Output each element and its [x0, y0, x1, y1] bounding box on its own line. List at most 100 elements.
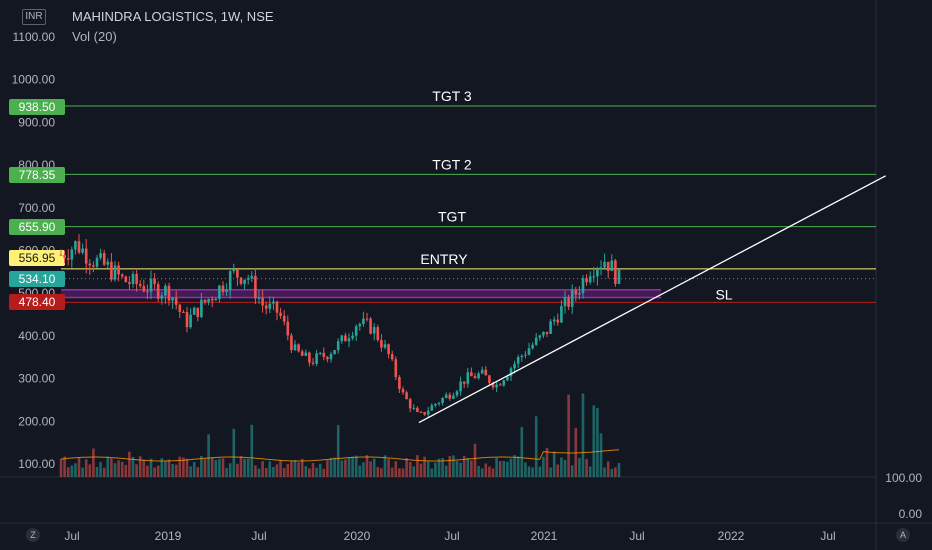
volume-bar — [92, 448, 95, 477]
candle-body — [437, 402, 441, 404]
candle-body — [282, 315, 286, 322]
volume-bar — [336, 425, 340, 477]
candle-body — [380, 340, 383, 348]
candle-body — [470, 372, 473, 377]
candle-body — [268, 303, 272, 309]
volume-bar — [596, 408, 599, 477]
volume-bar — [189, 466, 192, 477]
candle-body — [506, 376, 509, 381]
candle-body — [192, 307, 196, 315]
candle-body — [351, 335, 354, 339]
candle-body — [300, 351, 304, 356]
candle-body — [610, 260, 614, 271]
candle-body — [596, 269, 599, 277]
candle-body — [92, 265, 95, 267]
candle-body — [239, 277, 243, 284]
volume-bar — [534, 416, 538, 477]
volume-bar — [228, 463, 232, 477]
volume-bar — [372, 458, 376, 477]
volume-bar — [347, 457, 351, 477]
candle-body — [102, 253, 106, 265]
candle-body — [99, 253, 102, 258]
volume-bar — [387, 459, 390, 477]
candle-body — [214, 298, 218, 301]
candle-body — [340, 335, 344, 342]
candle-body — [480, 369, 484, 374]
candle-body — [347, 338, 351, 342]
volume-bar — [358, 465, 362, 477]
volume-bar — [210, 457, 214, 477]
x-tick-label: 2021 — [531, 529, 558, 543]
y-tick-label: 700.00 — [18, 201, 55, 215]
volume-bar — [506, 461, 509, 477]
candle-body — [592, 276, 596, 278]
level-price-tag — [9, 167, 65, 183]
candle-body — [365, 318, 369, 320]
candle-body — [567, 297, 570, 307]
candle-body — [236, 269, 239, 278]
candle-body — [326, 356, 329, 360]
candle-body — [585, 278, 588, 283]
candle-body — [344, 335, 347, 342]
volume-bar — [290, 461, 293, 477]
candle-body — [423, 412, 426, 415]
volume-bar — [164, 461, 167, 477]
candle-body — [502, 380, 506, 386]
volume-bar — [617, 462, 621, 477]
volume-bar — [455, 461, 459, 477]
candle-body — [232, 269, 236, 272]
currency-badge[interactable]: INR — [22, 9, 46, 25]
volume-bar — [538, 466, 542, 477]
volume-bar — [376, 467, 380, 477]
candle-body — [153, 278, 156, 285]
volume-bar — [545, 448, 549, 477]
candle-body — [354, 326, 358, 336]
candle-body — [488, 375, 491, 383]
volume-bar — [124, 464, 128, 477]
volume-indicator-label[interactable]: Vol (20) — [72, 29, 117, 44]
candle-body — [138, 284, 142, 287]
timezone-button[interactable]: Z — [26, 528, 40, 542]
candle-body — [261, 297, 264, 306]
volume-bar — [563, 459, 567, 477]
y-tick-label: 200.00 — [18, 414, 55, 428]
candle-body — [304, 352, 308, 356]
candle-body — [383, 344, 387, 348]
volume-bar — [221, 458, 225, 477]
candle-body — [466, 372, 470, 384]
candle-body — [358, 324, 362, 327]
candle-body — [398, 376, 401, 390]
candle-body — [131, 273, 135, 284]
x-tick-label: 2019 — [155, 529, 182, 543]
level-price-tag — [9, 219, 65, 235]
candle-body — [329, 354, 333, 360]
volume-bar — [70, 465, 74, 477]
volume-bar — [66, 467, 70, 477]
candle-body — [538, 335, 542, 338]
candle-body — [441, 397, 444, 403]
candle-body — [426, 410, 430, 415]
candle-body — [448, 394, 452, 399]
volume-bar — [426, 461, 430, 477]
volume-bar — [84, 459, 88, 477]
level-label: ENTRY — [420, 251, 468, 267]
symbol-title: MAHINDRA LOGISTICS, 1W, NSE — [72, 9, 274, 24]
candle-body — [419, 411, 423, 413]
volume-bar — [398, 468, 401, 477]
volume-bar — [394, 461, 398, 477]
volume-bar — [326, 460, 329, 477]
level-price-tag-text: 556.95 — [19, 251, 56, 265]
volume-bar — [293, 460, 297, 477]
y-tick-label: 1100.00 — [13, 30, 56, 44]
candle-body — [189, 314, 192, 328]
auto-scale-button[interactable]: A — [896, 528, 910, 542]
volume-ma-line — [60, 449, 620, 462]
candle-body — [77, 241, 81, 253]
candle-body — [225, 290, 228, 292]
volume-bar — [113, 463, 117, 477]
candle-body — [250, 275, 254, 279]
volume-bar — [412, 466, 416, 477]
volume-bar — [95, 466, 99, 477]
candle-body — [516, 356, 520, 364]
